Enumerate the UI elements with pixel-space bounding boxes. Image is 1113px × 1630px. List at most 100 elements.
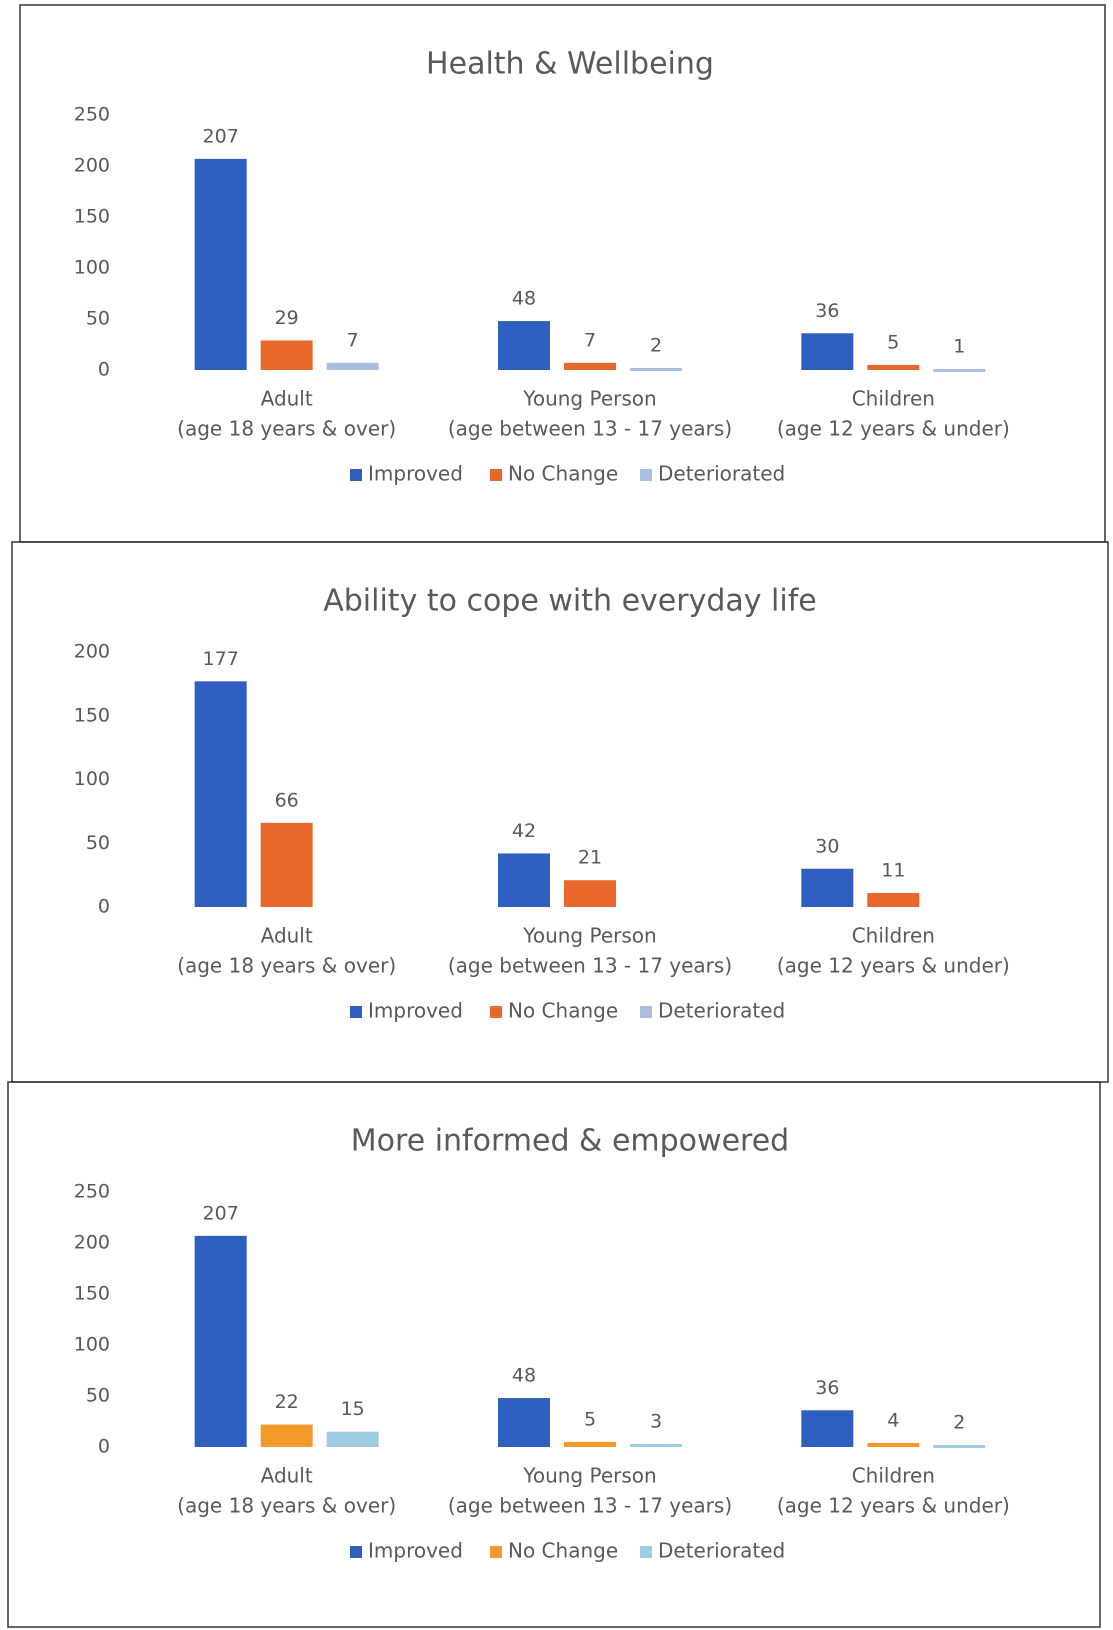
x-tick-label: (age 12 years & under) [777,954,1010,978]
legend-swatch [640,1546,652,1558]
y-tick-label: 0 [98,1436,110,1458]
y-tick-label: 100 [74,1334,110,1356]
value-label: 4 [887,1409,899,1431]
legend-swatch [640,469,652,481]
bar [630,367,682,371]
y-tick-label: 200 [74,155,110,177]
bar [194,1235,247,1447]
legend-swatch [490,469,502,481]
x-tick-label: Children [852,1464,935,1488]
bar [933,368,986,372]
value-label: 66 [275,789,299,811]
x-tick-label: (age 12 years & under) [777,1494,1010,1518]
value-label: 7 [584,329,596,351]
bar [326,1431,379,1447]
value-label: 177 [203,648,239,670]
legend-swatch [490,1546,502,1558]
value-label: 21 [578,847,602,869]
legend-label: Deteriorated [658,1539,785,1563]
bar [194,158,247,370]
bar [194,681,247,907]
y-tick-label: 50 [86,308,110,330]
x-tick-label: Young Person [522,1464,656,1488]
value-label: 36 [815,1377,839,1399]
y-tick-label: 250 [74,104,110,126]
legend-swatch [350,1546,362,1558]
chart-title: More informed & empowered [351,1124,789,1159]
x-tick-label: (age 18 years & over) [177,417,396,441]
bar [801,868,854,907]
y-tick-label: 50 [86,1385,110,1407]
bar [260,822,313,907]
bar [867,1442,920,1447]
legend-swatch [350,469,362,481]
bar [498,1398,550,1447]
value-label: 207 [203,125,239,147]
x-tick-label: Young Person [522,387,656,411]
legend-label: Improved [368,462,463,486]
legend-swatch [350,1006,362,1018]
value-label: 7 [347,329,359,351]
x-tick-label: (age 18 years & over) [177,954,396,978]
value-label: 2 [650,334,662,356]
y-tick-label: 250 [74,1181,110,1203]
legend-label: Improved [368,1539,463,1563]
x-tick-label: Young Person [522,924,656,948]
value-label: 22 [275,1391,299,1413]
y-tick-label: 150 [74,704,110,726]
bar [933,1444,986,1448]
bar [564,362,616,370]
legend-label: No Change [508,999,618,1023]
value-label: 3 [650,1410,662,1432]
value-label: 48 [512,1365,536,1387]
x-tick-label: Children [852,387,935,411]
bar [260,340,313,370]
y-tick-label: 0 [98,896,110,918]
legend-label: Improved [368,999,463,1023]
legend-swatch [640,1006,652,1018]
legend-label: No Change [508,1539,618,1563]
value-label: 15 [341,1398,365,1420]
chart-title: Ability to cope with everyday life [323,584,817,619]
value-label: 30 [815,835,839,857]
bar [801,333,854,370]
y-tick-label: 200 [74,1232,110,1254]
bar [498,321,550,370]
bar [867,364,920,370]
bar [630,1443,682,1447]
value-label: 207 [203,1202,239,1224]
value-label: 11 [881,859,905,881]
bar [498,853,550,907]
legend-swatch [490,1006,502,1018]
value-label: 48 [512,288,536,310]
value-label: 29 [275,307,299,329]
y-tick-label: 50 [86,832,110,854]
x-tick-label: (age 12 years & under) [777,417,1010,441]
value-label: 5 [584,1408,596,1430]
bar [260,1424,313,1447]
x-tick-label: (age between 13 - 17 years) [448,954,732,978]
y-tick-label: 150 [74,206,110,228]
legend-label: No Change [508,462,618,486]
value-label: 42 [512,820,536,842]
bar [801,1410,854,1447]
y-tick-label: 100 [74,768,110,790]
value-label: 1 [953,335,965,357]
y-tick-label: 100 [74,257,110,279]
bar [564,1441,616,1447]
x-tick-label: Adult [261,924,313,948]
bar [564,880,616,907]
value-label: 2 [953,1411,965,1433]
legend-label: Deteriorated [658,999,785,1023]
legend-label: Deteriorated [658,462,785,486]
bar [326,362,379,370]
value-label: 5 [887,331,899,353]
y-tick-label: 0 [98,359,110,381]
x-tick-label: Adult [261,387,313,411]
y-tick-label: 200 [74,641,110,663]
chart-title: Health & Wellbeing [426,47,714,82]
x-tick-label: (age between 13 - 17 years) [448,417,732,441]
x-tick-label: Adult [261,1464,313,1488]
x-tick-label: (age between 13 - 17 years) [448,1494,732,1518]
